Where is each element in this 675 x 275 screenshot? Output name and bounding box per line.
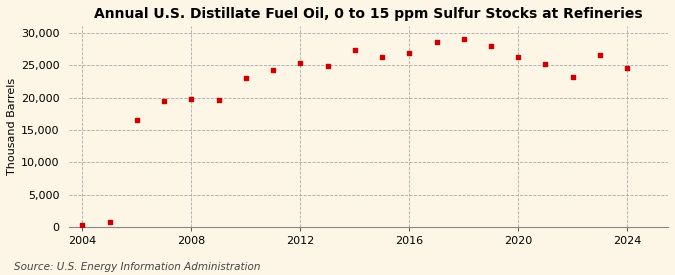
Point [431, 40, 442, 45]
Point [213, 98, 224, 102]
Point [485, 44, 496, 49]
Point [458, 37, 469, 42]
Title: Annual U.S. Distillate Fuel Oil, 0 to 15 ppm Sulfur Stocks at Refineries: Annual U.S. Distillate Fuel Oil, 0 to 15… [94, 7, 643, 21]
Point [622, 66, 632, 71]
Point [350, 48, 360, 53]
Point [595, 53, 605, 57]
Point [295, 61, 306, 65]
Point [159, 98, 169, 103]
Point [513, 55, 524, 60]
Point [132, 118, 142, 122]
Point [404, 51, 414, 56]
Point [540, 62, 551, 66]
Point [322, 64, 333, 68]
Point [77, 223, 88, 227]
Point [240, 76, 251, 80]
Point [186, 97, 196, 101]
Point [377, 55, 387, 60]
Point [567, 75, 578, 80]
Point [104, 220, 115, 225]
Point [268, 68, 279, 73]
Y-axis label: Thousand Barrels: Thousand Barrels [7, 78, 17, 175]
Text: Source: U.S. Energy Information Administration: Source: U.S. Energy Information Administ… [14, 262, 260, 272]
